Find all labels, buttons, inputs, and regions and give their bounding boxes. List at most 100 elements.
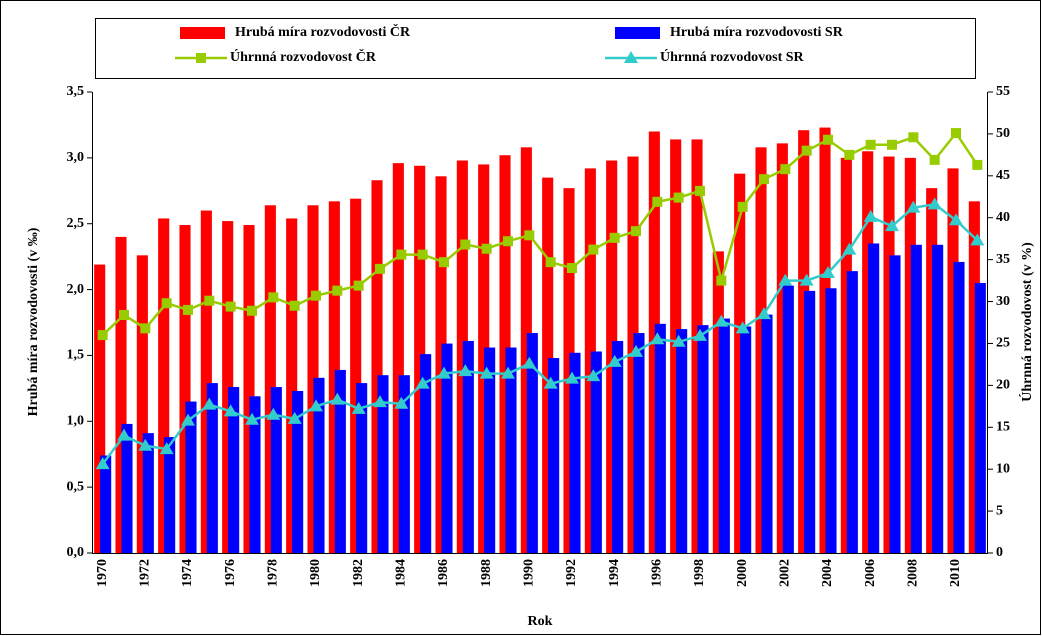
marker [460, 239, 471, 250]
marker [949, 213, 963, 226]
bar [819, 127, 831, 553]
x-tick-label: 2000 [735, 559, 750, 587]
y-tick-label: 2,5 [67, 216, 85, 231]
bar [392, 163, 404, 553]
marker [842, 242, 857, 255]
marker [309, 399, 323, 412]
marker [629, 344, 643, 357]
bar [200, 210, 212, 554]
bar [697, 325, 709, 553]
bar [904, 157, 916, 553]
bar [264, 205, 276, 553]
bar [398, 375, 410, 553]
marker [351, 401, 366, 414]
bar [313, 377, 325, 553]
bar [825, 288, 837, 553]
legend-label: Úhrnná rozvodovost ČR [230, 48, 377, 65]
marker [458, 364, 473, 377]
marker [375, 263, 385, 274]
marker [972, 159, 983, 170]
x-tick-label: 2008 [906, 559, 921, 587]
marker [586, 369, 601, 382]
bar [441, 343, 453, 553]
marker [673, 192, 684, 203]
bar [953, 261, 965, 553]
bar [328, 201, 340, 553]
marker [439, 257, 449, 268]
bar [142, 433, 154, 553]
marker [183, 304, 193, 315]
bar [718, 318, 730, 553]
bar [307, 205, 319, 553]
bar [755, 147, 767, 553]
bar [654, 323, 666, 553]
bar [712, 251, 724, 554]
bar [420, 354, 432, 553]
bar [222, 221, 234, 553]
marker [225, 301, 236, 312]
marker [503, 236, 513, 247]
marker [607, 354, 622, 367]
marker [223, 404, 238, 417]
marker [821, 266, 835, 279]
y2-tick-label: 40 [996, 210, 1010, 225]
bar [179, 225, 191, 553]
x-tick-label: 1980 [308, 559, 323, 587]
bar [526, 333, 538, 553]
legend-swatch [180, 27, 225, 39]
bar [569, 352, 581, 553]
marker [970, 233, 985, 246]
y2-tick-label: 50 [996, 126, 1010, 141]
marker [543, 376, 558, 389]
marker [522, 356, 537, 369]
marker [479, 366, 494, 379]
bar [499, 155, 511, 554]
bar [974, 282, 986, 553]
marker [652, 196, 663, 207]
marker [799, 273, 814, 286]
bar [691, 139, 703, 553]
y-tick-label: 1,0 [67, 414, 85, 429]
marker [565, 371, 579, 384]
x-tick-label: 1992 [564, 559, 579, 587]
marker [95, 457, 110, 470]
marker [202, 397, 217, 410]
bar [121, 423, 133, 553]
marker [650, 332, 665, 345]
y-tick-label: 1,5 [67, 348, 85, 363]
marker [737, 201, 748, 212]
x-tick-label: 1988 [479, 559, 494, 587]
marker [714, 314, 729, 327]
marker [437, 366, 451, 379]
bar [100, 455, 112, 553]
bar [136, 255, 148, 553]
bar [740, 326, 752, 553]
legend [95, 18, 976, 79]
x-tick-label: 2002 [778, 559, 793, 587]
x-tick-label: 1994 [607, 559, 622, 587]
y-tick-label: 3,0 [67, 150, 85, 165]
marker [631, 226, 641, 237]
x-tick-label: 1998 [692, 559, 707, 587]
y2-tick-label: 55 [996, 84, 1010, 99]
marker [906, 200, 921, 213]
marker [394, 396, 409, 409]
marker [204, 295, 215, 306]
legend-swatch [615, 27, 660, 39]
bar [804, 290, 816, 553]
bar [840, 157, 852, 553]
bar [926, 188, 938, 553]
marker [481, 243, 492, 254]
bar [435, 176, 447, 553]
bar [846, 271, 858, 553]
bar [584, 168, 596, 553]
x-tick-label: 1978 [266, 559, 281, 587]
bar [868, 243, 880, 553]
marker [396, 249, 407, 260]
marker [823, 134, 833, 145]
y2-tick-label: 15 [996, 419, 1010, 434]
marker [757, 307, 771, 320]
bar [292, 390, 304, 553]
marker [929, 154, 940, 165]
